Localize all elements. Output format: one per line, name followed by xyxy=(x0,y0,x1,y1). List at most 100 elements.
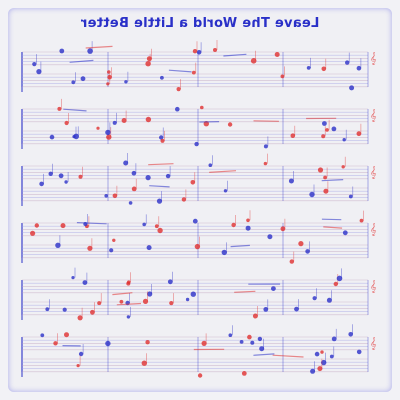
note-head xyxy=(97,301,102,306)
clef-mark: 𝄞 xyxy=(370,166,377,179)
note-head xyxy=(200,105,204,110)
note-head xyxy=(323,188,329,194)
note-beam xyxy=(149,185,170,188)
note-beam xyxy=(253,353,275,356)
note-beam xyxy=(323,226,343,229)
note-head xyxy=(145,340,150,345)
note-head xyxy=(263,144,268,149)
note-beam xyxy=(272,354,304,358)
note-head xyxy=(96,126,100,130)
note-head xyxy=(348,194,353,199)
note-head xyxy=(36,69,42,75)
note-head xyxy=(194,243,201,250)
note-head xyxy=(192,218,198,224)
note-head xyxy=(349,85,355,91)
note-head xyxy=(55,242,61,248)
note-head xyxy=(356,131,362,137)
note-head xyxy=(145,175,151,181)
note-head xyxy=(157,227,163,234)
note-head xyxy=(160,75,164,80)
note-head xyxy=(359,218,364,223)
note-beam xyxy=(76,222,107,225)
note-head xyxy=(32,62,37,67)
note-head xyxy=(49,134,55,140)
note-head xyxy=(78,351,84,357)
note-head xyxy=(78,174,83,179)
note-head xyxy=(322,121,327,126)
note-head xyxy=(87,245,93,251)
note-head xyxy=(165,173,171,179)
note-head xyxy=(323,175,327,180)
note-head xyxy=(274,52,280,57)
note-head xyxy=(310,368,316,374)
note-head xyxy=(71,80,76,85)
sheet-music-page: Leave The World a Little Better 𝄞 𝄞 𝄞 𝄞 𝄞 𝄞 xyxy=(8,8,392,392)
note-head xyxy=(154,224,159,229)
note-head xyxy=(356,65,362,71)
note-beam xyxy=(209,170,237,173)
note-head xyxy=(64,180,68,184)
note-head xyxy=(40,333,45,338)
note-head xyxy=(45,307,50,312)
note-head xyxy=(147,291,153,297)
note-head xyxy=(181,197,187,202)
note-beam xyxy=(321,218,342,221)
note-head xyxy=(320,350,324,354)
note-head xyxy=(126,315,131,319)
clef-mark: 𝄞 xyxy=(370,109,377,122)
note-beam xyxy=(253,120,279,122)
note-head xyxy=(104,194,108,198)
note-head xyxy=(331,126,337,132)
note-head xyxy=(146,56,152,62)
note-head xyxy=(348,332,354,337)
note-head xyxy=(208,163,213,167)
note-head xyxy=(250,340,255,345)
note-head xyxy=(213,48,217,52)
note-beam xyxy=(148,163,174,166)
note-head xyxy=(342,138,346,142)
note-head xyxy=(57,106,62,111)
note-head xyxy=(257,336,263,342)
note-head xyxy=(106,134,112,140)
note-head xyxy=(105,340,111,347)
note-beam xyxy=(112,292,133,296)
note-head xyxy=(160,138,165,143)
note-head xyxy=(175,106,180,112)
note-head xyxy=(128,201,133,205)
note-head xyxy=(306,66,311,70)
note-head xyxy=(228,333,233,338)
note-head xyxy=(247,334,252,340)
note-head xyxy=(159,135,164,140)
note-head xyxy=(53,341,58,346)
note-head xyxy=(312,296,317,301)
note-head xyxy=(169,301,174,306)
note-head xyxy=(263,307,269,312)
note-head xyxy=(131,170,137,176)
note-head xyxy=(305,249,310,254)
note-head xyxy=(290,133,296,138)
note-head xyxy=(197,373,203,378)
note-head xyxy=(321,359,327,366)
note-head xyxy=(105,129,111,136)
note-head xyxy=(288,178,294,184)
note-head xyxy=(298,241,304,247)
note-head xyxy=(289,259,294,264)
note-head xyxy=(90,309,95,315)
note-head xyxy=(190,291,196,297)
note-head xyxy=(185,297,190,302)
note-head xyxy=(142,298,149,304)
note-head xyxy=(126,281,131,286)
note-head xyxy=(58,173,64,179)
clef-mark: 𝄞 xyxy=(370,280,377,293)
note-head xyxy=(317,167,324,173)
note-head xyxy=(263,161,268,166)
note-head xyxy=(48,171,53,176)
note-head xyxy=(280,226,286,232)
note-beam xyxy=(321,179,344,182)
note-head xyxy=(336,275,343,282)
note-head xyxy=(294,306,299,312)
note-beam xyxy=(168,69,192,73)
note-head xyxy=(259,346,265,352)
note-head xyxy=(201,340,207,346)
note-head xyxy=(145,116,152,123)
